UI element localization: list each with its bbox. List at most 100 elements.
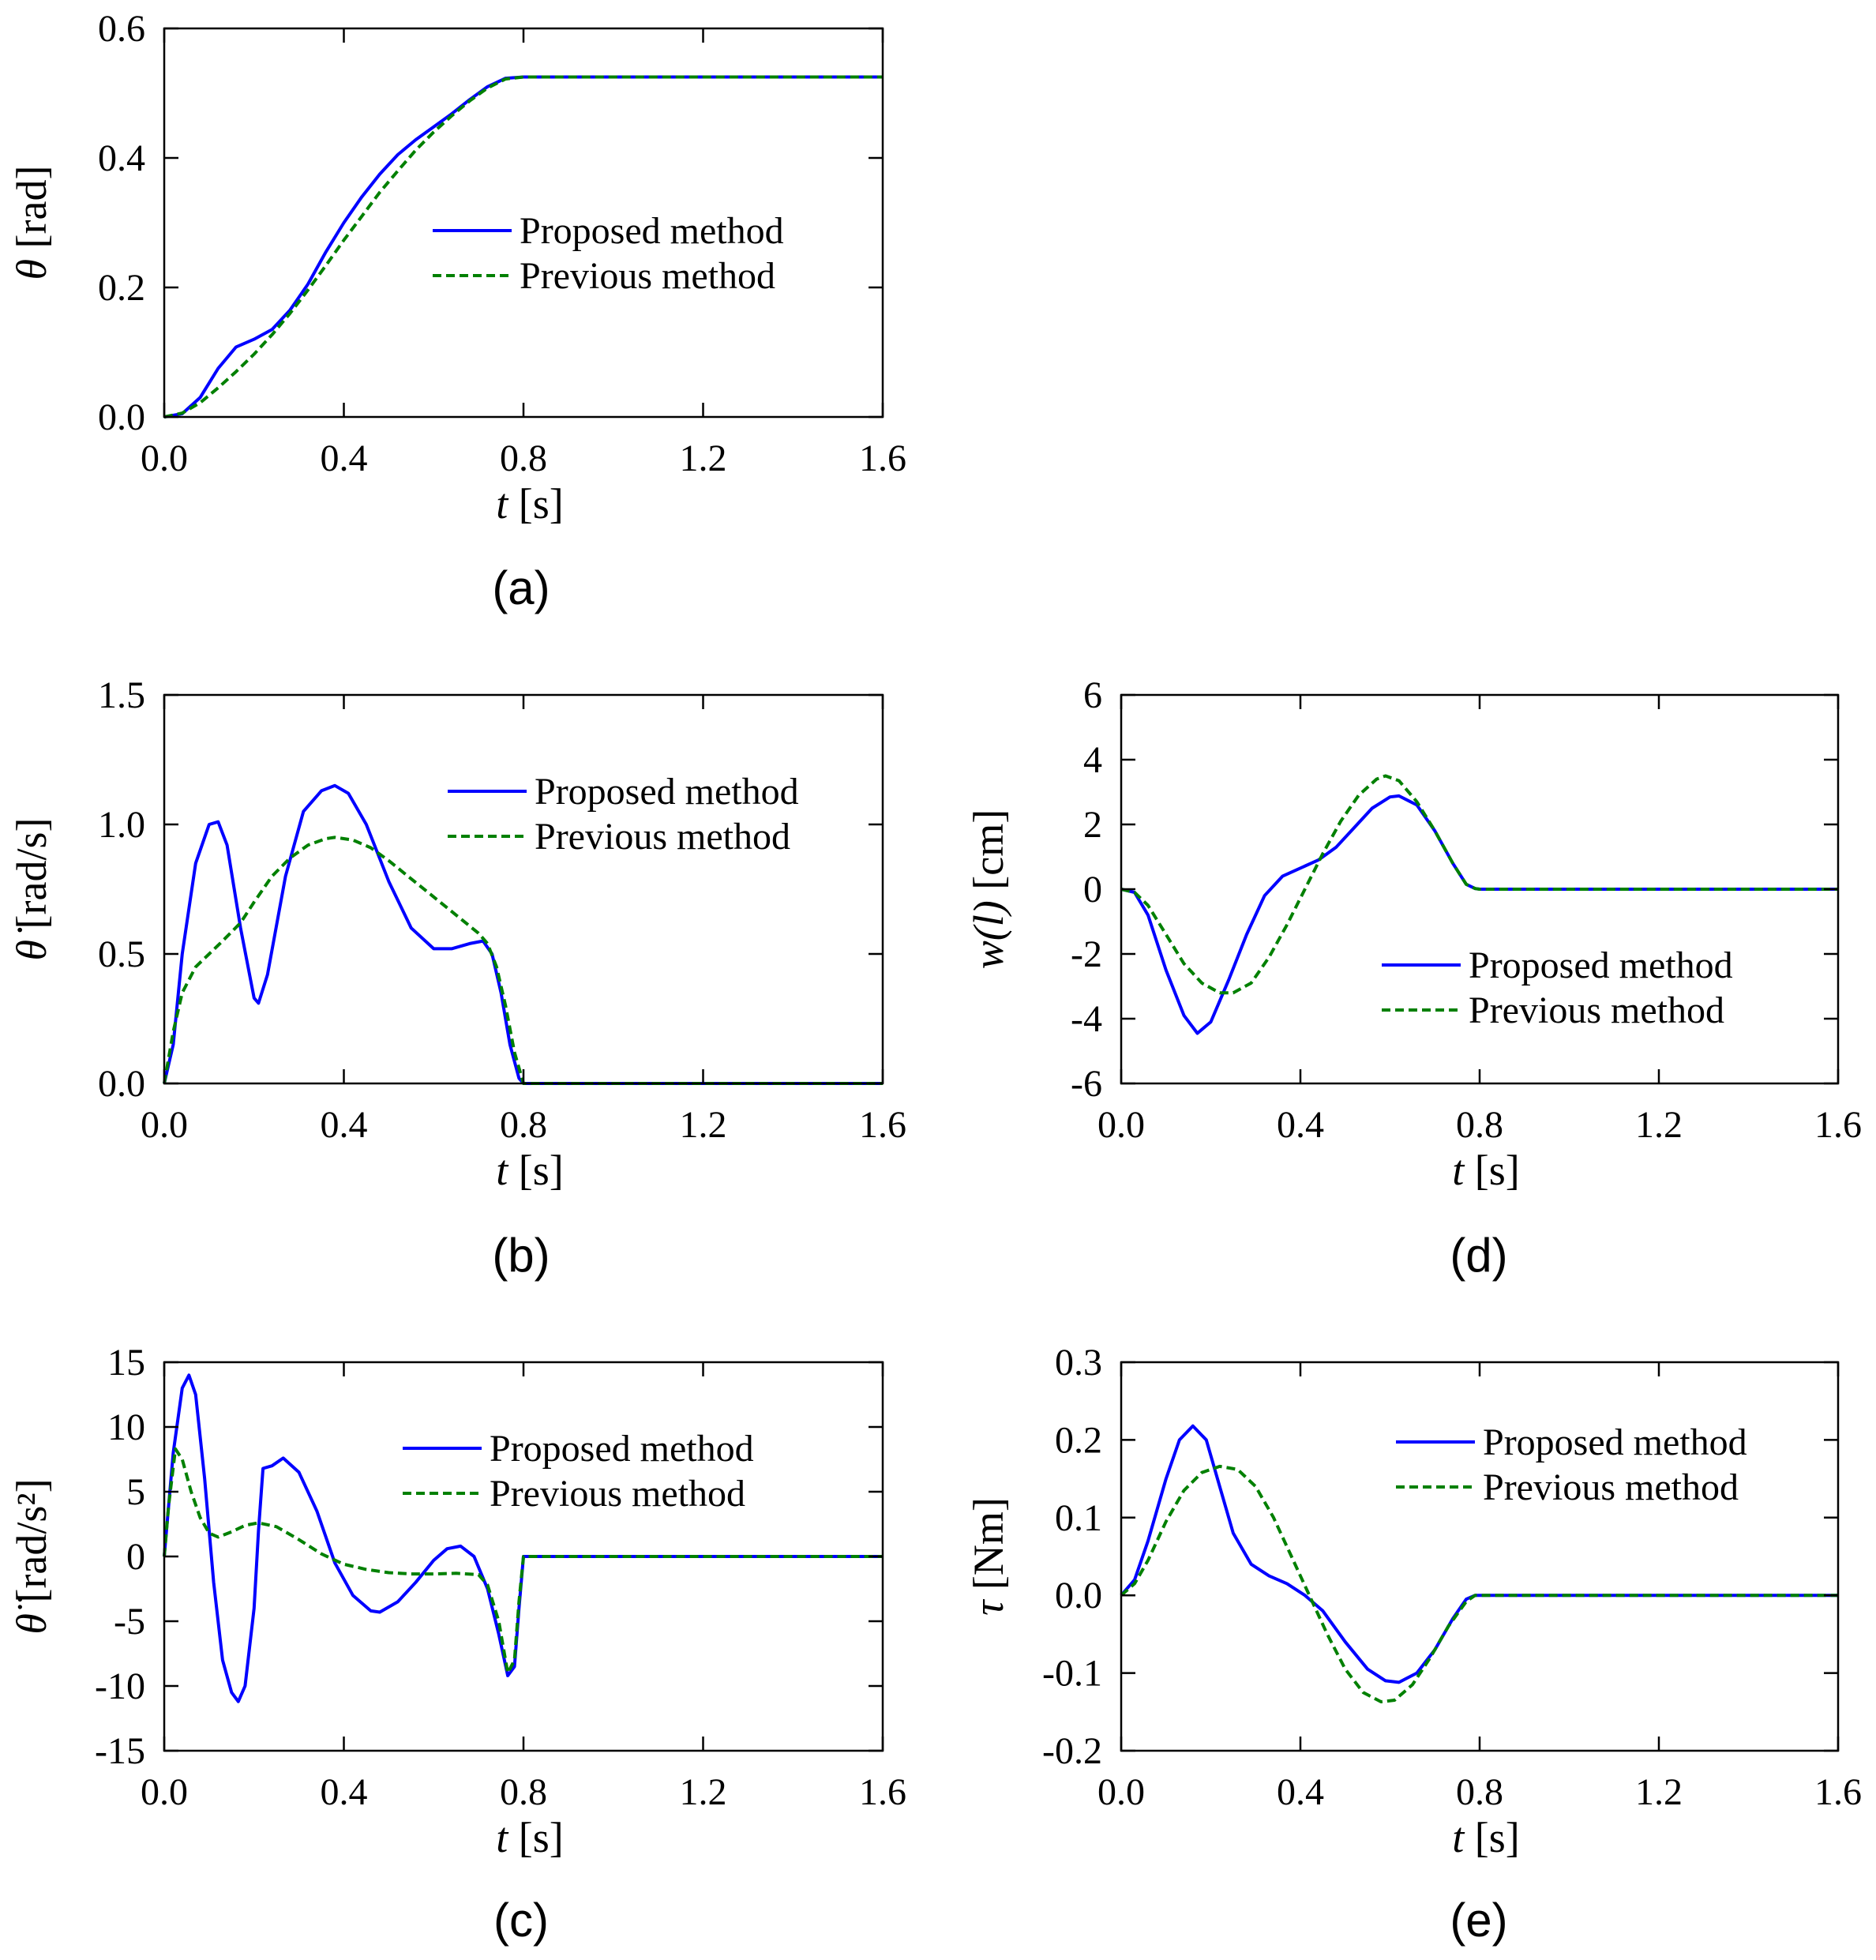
- x-axis-unit: [s]: [508, 480, 563, 528]
- panel-caption: (c): [493, 1894, 549, 1947]
- y-tick-label: 6: [1083, 674, 1102, 716]
- y-tick-label: -10: [95, 1665, 145, 1707]
- y-axis-unit: [Nm]: [965, 1497, 1012, 1600]
- x-axis-symbol: t: [1452, 1147, 1465, 1194]
- x-tick-label: 0.0: [141, 1771, 188, 1813]
- y-tick-label: 0: [1083, 869, 1102, 911]
- panel-caption: (e): [1450, 1894, 1507, 1947]
- series-previous-line: [1120, 1464, 1838, 1703]
- panel-caption: (a): [492, 561, 550, 614]
- series-previous-line: [163, 835, 883, 1085]
- y-tick-label: 0.5: [98, 933, 145, 975]
- y-tick-label: 1.0: [98, 804, 145, 846]
- y-axis-unit: [rad/s²]: [8, 1478, 55, 1613]
- x-axis-label: t [s]: [1452, 1147, 1520, 1194]
- y-axis-label: θ [rad]: [8, 166, 55, 280]
- x-tick-label: 1.6: [859, 437, 906, 479]
- legend-proposed-label: Proposed method: [520, 210, 784, 252]
- x-tick-label: 0.4: [321, 1104, 368, 1146]
- panel-c: 0.0 0.4 0.8 1.2 1.6 -15 -10 -5 0 5 10 15 t [s] θ̈ [ra…: [8, 1342, 906, 1947]
- y-tick-label: 0.4: [98, 137, 145, 179]
- y-axis-symbol: w(l): [965, 900, 1012, 969]
- x-axis-unit: [s]: [1464, 1814, 1519, 1861]
- y-axis-label: τ [Nm]: [965, 1497, 1012, 1616]
- panel-d: 0.0 0.4 0.8 1.2 1.6 -6 -4 -2 0 2 4 6 t [s] w(l) [cm] P…: [965, 674, 1862, 1282]
- series-previous-line: [1120, 774, 1838, 995]
- y-axis-symbol: τ: [965, 1599, 1012, 1616]
- x-axis-unit: [s]: [1464, 1147, 1519, 1194]
- x-tick-label: 0.4: [1277, 1771, 1324, 1813]
- x-tick-label: 1.2: [680, 1771, 727, 1813]
- x-tick-label: 0.4: [321, 1771, 368, 1813]
- x-tick-label: 0.0: [141, 1104, 188, 1146]
- x-tick-label: 1.6: [859, 1104, 906, 1146]
- x-tick-label: 1.2: [1635, 1104, 1683, 1146]
- x-tick-label: 0.8: [1456, 1771, 1503, 1813]
- x-axis-label: t [s]: [496, 1814, 564, 1861]
- x-tick-label: 0.0: [1097, 1771, 1145, 1813]
- x-axis-symbol: t: [496, 1814, 509, 1861]
- x-tick-label: 1.2: [1635, 1771, 1683, 1813]
- y-axis-label: θ̇ [rad/s]: [8, 818, 55, 961]
- y-tick-label: 0.0: [98, 1063, 145, 1105]
- x-axis-symbol: t: [496, 480, 509, 528]
- series-previous-line: [163, 1447, 883, 1675]
- y-tick-label: 4: [1083, 739, 1102, 781]
- y-axis-symbol: θ: [8, 259, 55, 280]
- x-axis-unit: [s]: [508, 1814, 563, 1861]
- y-tick-label: 0.0: [1055, 1575, 1102, 1616]
- x-tick-label: 0.8: [500, 1771, 547, 1813]
- x-axis-unit: [s]: [508, 1147, 563, 1194]
- y-tick-label: 1.5: [98, 674, 145, 716]
- y-tick-label: -15: [95, 1730, 145, 1772]
- y-tick-label: 10: [107, 1406, 145, 1448]
- y-tick-label: 0.1: [1055, 1497, 1102, 1539]
- y-tick-label: 0: [126, 1536, 145, 1578]
- y-tick-label: -0.2: [1042, 1730, 1102, 1772]
- y-axis-unit: [rad/s]: [8, 818, 55, 940]
- series-previous-line: [163, 75, 883, 419]
- y-tick-label: -0.1: [1042, 1653, 1102, 1695]
- y-tick-label: 0.2: [98, 267, 145, 309]
- y-axis-unit: [rad]: [8, 166, 55, 259]
- y-tick-label: -2: [1071, 933, 1102, 975]
- x-tick-label: 0.4: [321, 437, 368, 479]
- x-axis-label: t [s]: [1452, 1814, 1520, 1861]
- x-tick-label: 1.2: [680, 437, 727, 479]
- y-tick-label: -5: [114, 1601, 145, 1643]
- legend-proposed-label: Proposed method: [1469, 944, 1733, 986]
- legend-proposed-label: Proposed method: [1483, 1421, 1747, 1463]
- y-tick-label: -4: [1071, 998, 1102, 1040]
- y-tick-label: -6: [1071, 1063, 1102, 1105]
- legend-proposed-label: Proposed method: [535, 771, 799, 813]
- y-tick-label: 0.3: [1055, 1342, 1102, 1384]
- legend-previous-label: Previous method: [490, 1473, 745, 1515]
- y-axis-unit: [cm]: [965, 809, 1012, 900]
- panel-e: 0.0 0.4 0.8 1.2 1.6 -0.2 -0.1 0.0 0.1 0.2 0.3 t [s]…: [965, 1342, 1862, 1947]
- y-tick-label: 2: [1083, 804, 1102, 846]
- x-axis-symbol: t: [496, 1147, 509, 1194]
- legend-proposed-label: Proposed method: [490, 1428, 754, 1470]
- x-tick-label: 0.4: [1277, 1104, 1324, 1146]
- y-tick-label: 15: [107, 1342, 145, 1384]
- series-proposed-line: [1120, 1424, 1838, 1684]
- y-axis-label: θ̈ [rad/s²]: [8, 1478, 55, 1634]
- y-tick-label: 0.6: [98, 8, 145, 50]
- legend-previous-label: Previous method: [535, 816, 790, 858]
- x-axis-label: t [s]: [496, 1147, 564, 1194]
- x-axis-label: t [s]: [496, 480, 564, 528]
- panel-caption: (d): [1450, 1229, 1507, 1282]
- x-tick-label: 0.8: [500, 1104, 547, 1146]
- legend-previous-label: Previous method: [1469, 989, 1724, 1031]
- panel-caption: (b): [492, 1229, 550, 1282]
- x-tick-label: 0.8: [1456, 1104, 1503, 1146]
- y-tick-label: 5: [126, 1471, 145, 1513]
- x-axis-symbol: t: [1452, 1814, 1465, 1861]
- x-tick-label: 1.6: [1814, 1104, 1862, 1146]
- panel-a: 0.0 0.4 0.8 1.2 1.6 0.0 0.2 0.4 0.6 t [s] θ [rad] P…: [8, 8, 906, 614]
- y-tick-label: 0.2: [1055, 1419, 1102, 1461]
- x-tick-label: 0.0: [141, 437, 188, 479]
- series-proposed-line: [163, 1373, 883, 1703]
- x-tick-label: 1.2: [680, 1104, 727, 1146]
